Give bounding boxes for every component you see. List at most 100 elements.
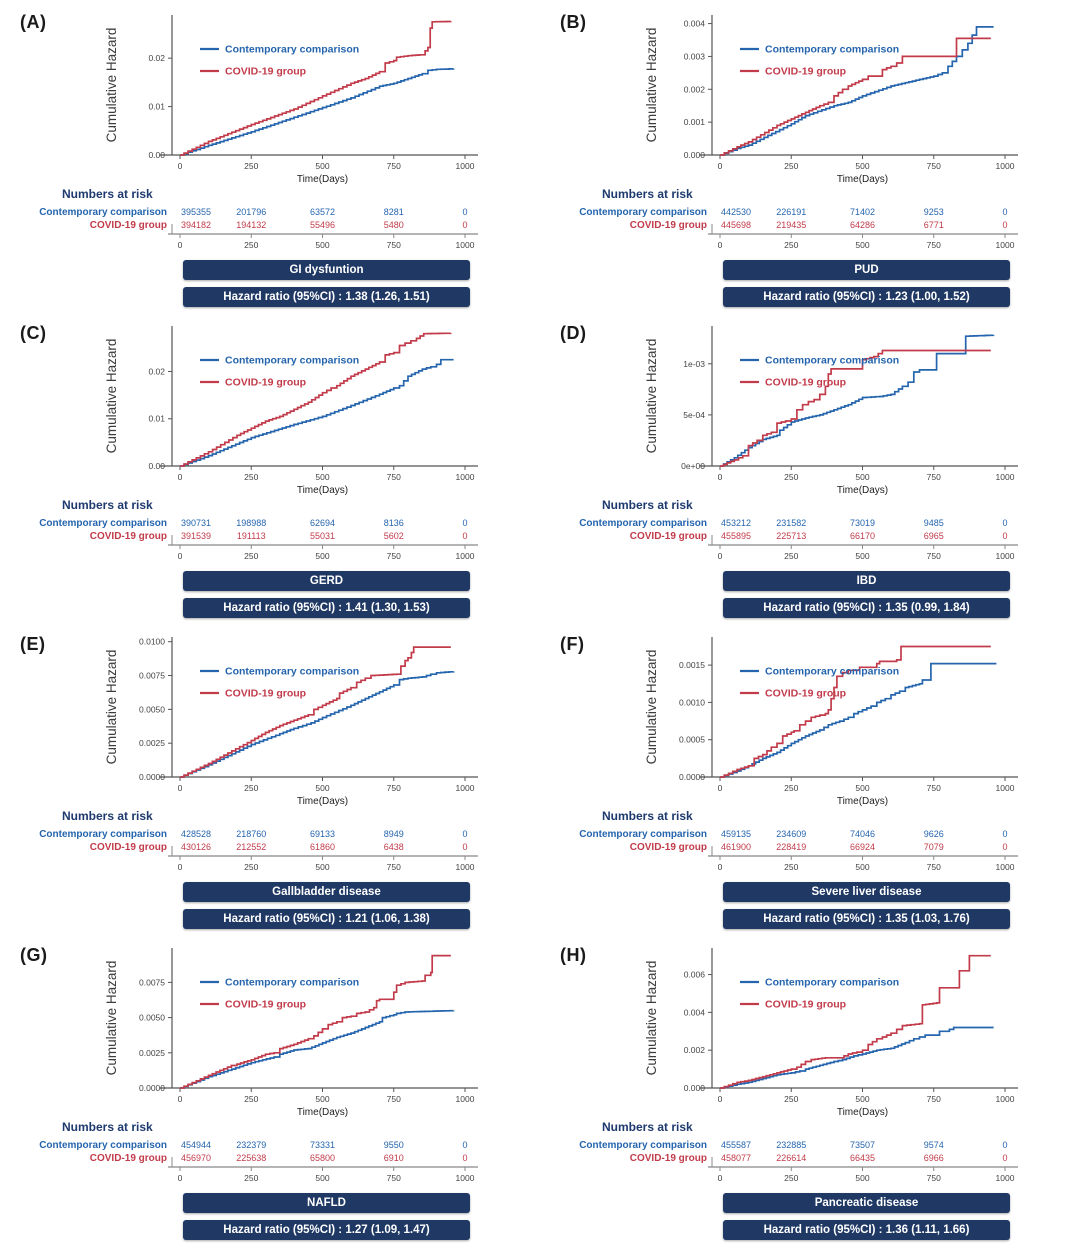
y-tick-label: 0.0005 — [679, 735, 705, 745]
risk-row-label-covid: COVID-19 group — [90, 220, 167, 231]
risk-row-label-comparison: Contemporary comparison — [579, 207, 707, 218]
y-axis-label: Cumulative Hazard — [644, 28, 659, 143]
risk-count-comparison: 69133 — [310, 829, 335, 839]
x-tick-label: 250 — [244, 783, 258, 793]
numbers-at-risk-table: Contemporary comparison 459135 234609 74046… — [579, 829, 1018, 872]
risk-x-tick-label: 750 — [927, 862, 941, 872]
legend-label-covid: COVID-19 group — [225, 66, 306, 78]
risk-count-covid: 55031 — [310, 531, 335, 541]
x-axis-label: Time(Days) — [837, 1107, 888, 1118]
comparison-curve — [180, 358, 454, 467]
x-tick-label: 500 — [855, 1094, 869, 1104]
risk-count-covid: 456970 — [181, 1153, 211, 1163]
risk-count-covid: 7079 — [924, 842, 944, 852]
risk-count-covid: 0 — [1002, 531, 1007, 541]
risk-x-tick-label: 250 — [784, 862, 798, 872]
risk-count-covid: 5480 — [384, 220, 404, 230]
risk-x-tick-label: 1000 — [456, 551, 475, 561]
panel-letter-label: (G) — [20, 945, 48, 965]
x-tick-label: 250 — [244, 472, 258, 482]
risk-count-covid: 5602 — [384, 531, 404, 541]
x-tick-label: 0 — [178, 783, 183, 793]
risk-count-comparison: 201796 — [236, 207, 266, 217]
x-axis-label: Time(Days) — [297, 485, 348, 496]
risk-count-covid: 0 — [462, 842, 467, 852]
risk-count-covid: 391539 — [181, 531, 211, 541]
risk-count-covid: 455895 — [721, 531, 751, 541]
risk-x-tick-label: 500 — [315, 551, 329, 561]
legend-label-covid: COVID-19 group — [765, 688, 846, 700]
risk-row-label-comparison: Contemporary comparison — [39, 518, 167, 529]
y-tick-label: 0.0015 — [679, 660, 705, 670]
numbers-at-risk-label: Numbers at risk — [62, 1120, 153, 1134]
y-tick-label: 0.0050 — [139, 1013, 165, 1023]
risk-count-comparison: 73507 — [850, 1140, 875, 1150]
x-tick-label: 0 — [718, 161, 723, 171]
risk-count-covid: 228419 — [776, 842, 806, 852]
x-tick-label: 750 — [387, 472, 401, 482]
risk-count-comparison: 8136 — [384, 518, 404, 528]
risk-x-tick-label: 0 — [178, 240, 183, 250]
comparison-curve — [180, 1009, 455, 1089]
hazard-ratio-banner: Hazard ratio (95%CI) : 1.35 (1.03, 1.76) — [723, 909, 1010, 929]
x-tick-label: 750 — [927, 783, 941, 793]
numbers-at-risk-table: Contemporary comparison 453212 231582 73019… — [579, 518, 1018, 561]
panel-E: (E) 0.0000 0.0025 0.0050 0.0075 0.0100 0 250 50… — [0, 622, 540, 933]
risk-count-comparison: 0 — [462, 518, 467, 528]
risk-x-tick-label: 250 — [784, 240, 798, 250]
x-tick-label: 750 — [927, 472, 941, 482]
y-axis-label: Cumulative Hazard — [644, 650, 659, 765]
cumulative-hazard-chart: 0.0000 0.0025 0.0050 0.0075 0 250 500 750 1000 Cu… — [104, 948, 478, 1118]
y-tick-label: 0.00 — [148, 461, 165, 471]
risk-count-covid: 6965 — [924, 531, 944, 541]
numbers-at-risk-table: Contemporary comparison 455587 232885 73507… — [579, 1140, 1018, 1183]
risk-count-covid: 66170 — [850, 531, 875, 541]
x-tick-label: 1000 — [456, 161, 475, 171]
risk-row-label-comparison: Contemporary comparison — [579, 829, 707, 840]
y-tick-label: 0.02 — [148, 366, 165, 376]
comparison-curve — [720, 662, 997, 778]
legend-label-comparison: Contemporary comparison — [765, 666, 899, 678]
outcome-banner: GI dysfuntion — [183, 260, 470, 280]
numbers-at-risk-label: Numbers at risk — [62, 187, 153, 201]
y-tick-label: 0.000 — [684, 1083, 706, 1093]
panel-letter-label: (F) — [560, 634, 585, 654]
covid-curve — [180, 954, 451, 1089]
outcome-banner: Gallbladder disease — [183, 882, 470, 902]
risk-x-tick-label: 0 — [718, 862, 723, 872]
x-tick-label: 250 — [244, 161, 258, 171]
risk-count-comparison: 0 — [1002, 829, 1007, 839]
x-tick-label: 750 — [927, 1094, 941, 1104]
risk-count-comparison: 0 — [462, 207, 467, 217]
legend-label-comparison: Contemporary comparison — [225, 355, 359, 367]
x-tick-label: 0 — [718, 783, 723, 793]
risk-count-comparison: 9550 — [384, 1140, 404, 1150]
panel-letter-label: (C) — [20, 323, 47, 343]
risk-count-comparison: 63572 — [310, 207, 335, 217]
y-axis-label: Cumulative Hazard — [104, 28, 119, 143]
risk-x-tick-label: 750 — [387, 551, 401, 561]
panel-G: (G) 0.0000 0.0025 0.0050 0.0075 0 250 500 750 10… — [0, 933, 540, 1244]
panel-F: (F) 0.0000 0.0005 0.0010 0.0015 0 250 500 750 10… — [540, 622, 1080, 933]
risk-x-tick-label: 500 — [855, 862, 869, 872]
panel-letter-label: (B) — [560, 12, 587, 32]
x-tick-label: 1000 — [456, 1094, 475, 1104]
risk-count-covid: 0 — [462, 531, 467, 541]
risk-x-tick-label: 750 — [927, 1173, 941, 1183]
y-tick-label: 0.004 — [684, 19, 706, 29]
covid-curve — [720, 954, 991, 1089]
risk-x-tick-label: 1000 — [456, 240, 475, 250]
numbers-at-risk-table: Contemporary comparison 428528 218760 69133… — [39, 829, 478, 872]
risk-count-comparison: 453212 — [721, 518, 751, 528]
risk-count-comparison: 9253 — [924, 207, 944, 217]
numbers-at-risk-label: Numbers at risk — [62, 498, 153, 512]
risk-count-comparison: 218760 — [236, 829, 266, 839]
comparison-curve — [720, 334, 995, 467]
panel-D: (D) 0e+00 5e-04 1e-03 0 250 500 750 1000 Cumulat… — [540, 311, 1080, 622]
y-tick-label: 0.00 — [148, 150, 165, 160]
panel-letter-label: (H) — [560, 945, 587, 965]
legend-label-covid: COVID-19 group — [225, 688, 306, 700]
legend-label-comparison: Contemporary comparison — [225, 666, 359, 678]
y-tick-label: 0.006 — [684, 970, 706, 980]
risk-x-tick-label: 500 — [315, 240, 329, 250]
